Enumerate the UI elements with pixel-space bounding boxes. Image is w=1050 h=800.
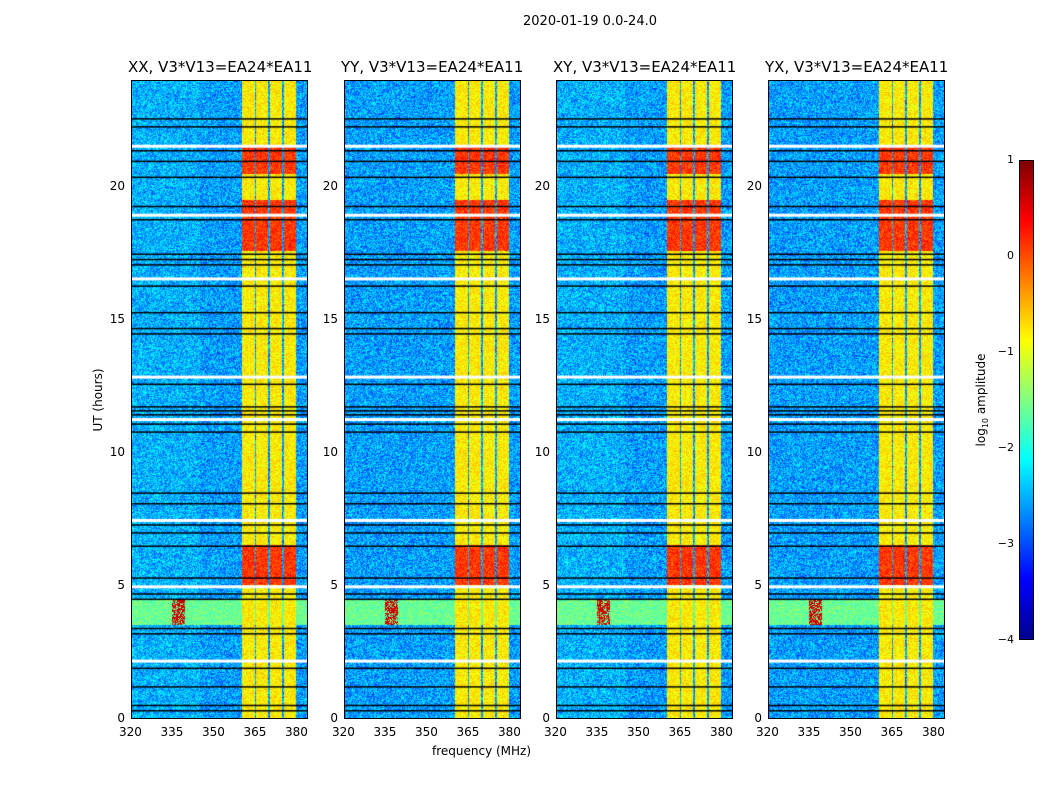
x-tick-label: 380 bbox=[709, 725, 733, 739]
x-tick-label: 365 bbox=[880, 725, 904, 739]
spectrogram-panel bbox=[344, 80, 521, 719]
figure-title: 2020-01-19 0.0-24.0 bbox=[523, 14, 657, 29]
heatmap-image bbox=[345, 81, 520, 718]
colorbar bbox=[1019, 160, 1034, 640]
y-tick-label: 0 bbox=[117, 711, 125, 725]
x-tick-label: 335 bbox=[373, 725, 397, 739]
x-tick-label: 365 bbox=[243, 725, 267, 739]
heatmap-image bbox=[132, 81, 307, 718]
x-tick-label: 380 bbox=[284, 725, 308, 739]
panel-title: YY, V3*V13=EA24*EA11 bbox=[341, 58, 524, 76]
colorbar-tick-label: 1 bbox=[1007, 153, 1014, 166]
spectrogram-panel bbox=[556, 80, 733, 719]
colorbar-tick-label: 0 bbox=[1007, 249, 1014, 262]
colorbar-tick-label: −2 bbox=[997, 441, 1014, 454]
y-tick-label: 20 bbox=[322, 178, 338, 193]
y-tick-label: 5 bbox=[117, 577, 125, 592]
y-tick-label: 5 bbox=[542, 577, 550, 592]
x-tick-label: 350 bbox=[626, 725, 650, 739]
y-tick-label: 0 bbox=[330, 711, 338, 725]
panel-title: YX, V3*V13=EA24*EA11 bbox=[765, 58, 949, 76]
colorbar-tick-label: −3 bbox=[997, 537, 1014, 550]
y-tick-label: 0 bbox=[542, 711, 550, 725]
y-tick-label: 15 bbox=[109, 311, 125, 326]
x-tick-label: 365 bbox=[456, 725, 480, 739]
spectrogram-panel bbox=[768, 80, 945, 719]
x-tick-label: 320 bbox=[119, 725, 142, 739]
y-tick-label: 15 bbox=[322, 311, 338, 326]
x-tick-label: 365 bbox=[668, 725, 692, 739]
y-tick-label: 10 bbox=[322, 444, 338, 459]
y-tick-label: 0 bbox=[754, 711, 762, 725]
y-tick-label: 15 bbox=[746, 311, 762, 326]
y-tick-label: 10 bbox=[109, 444, 125, 459]
x-tick-label: 335 bbox=[797, 725, 821, 739]
y-axis-label: UT (hours) bbox=[91, 368, 105, 432]
x-tick-label: 380 bbox=[497, 725, 521, 739]
x-axis-label: frequency (MHz) bbox=[432, 744, 532, 758]
x-tick-label: 320 bbox=[332, 725, 355, 739]
colorbar-tick-label: −4 bbox=[997, 633, 1014, 646]
heatmap-image bbox=[557, 81, 732, 718]
x-tick-label: 350 bbox=[201, 725, 225, 739]
colorbar-tick-label: −1 bbox=[997, 345, 1014, 358]
x-tick-label: 320 bbox=[756, 725, 779, 739]
x-tick-label: 350 bbox=[414, 725, 438, 739]
panel-title: XX, V3*V13=EA24*EA11 bbox=[128, 58, 313, 76]
panel-title: XY, V3*V13=EA24*EA11 bbox=[553, 58, 737, 76]
y-tick-label: 15 bbox=[534, 311, 550, 326]
x-tick-label: 335 bbox=[160, 725, 184, 739]
spectrogram-panel bbox=[131, 80, 308, 719]
x-tick-label: 380 bbox=[921, 725, 945, 739]
y-tick-label: 10 bbox=[534, 444, 550, 459]
y-tick-label: 5 bbox=[754, 577, 762, 592]
x-tick-label: 350 bbox=[838, 725, 862, 739]
colorbar-label: log10 amplitude bbox=[973, 353, 991, 447]
x-tick-label: 320 bbox=[544, 725, 567, 739]
x-tick-label: 335 bbox=[585, 725, 609, 739]
y-tick-label: 20 bbox=[109, 178, 125, 193]
heatmap-image bbox=[769, 81, 944, 718]
y-tick-label: 10 bbox=[746, 444, 762, 459]
y-tick-label: 5 bbox=[330, 577, 338, 592]
y-tick-label: 20 bbox=[746, 178, 762, 193]
y-tick-label: 20 bbox=[534, 178, 550, 193]
